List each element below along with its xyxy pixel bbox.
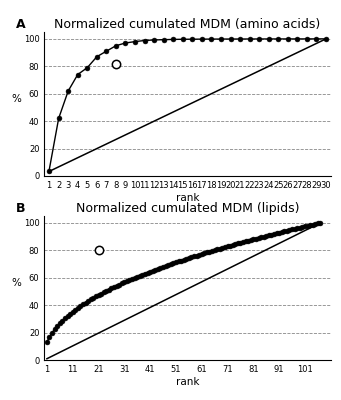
Y-axis label: %: % <box>12 278 22 288</box>
Title: Normalized cumulated MDM (lipids): Normalized cumulated MDM (lipids) <box>76 202 299 215</box>
Legend: rank in % of total VarNo, NormCumMDM: rank in % of total VarNo, NormCumMDM <box>73 221 302 237</box>
Title: Normalized cumulated MDM (amino acids): Normalized cumulated MDM (amino acids) <box>55 18 321 31</box>
X-axis label: rank: rank <box>176 193 199 203</box>
Text: A: A <box>16 18 25 31</box>
Y-axis label: %: % <box>12 94 22 104</box>
X-axis label: rank: rank <box>176 377 199 387</box>
Text: B: B <box>16 202 25 214</box>
